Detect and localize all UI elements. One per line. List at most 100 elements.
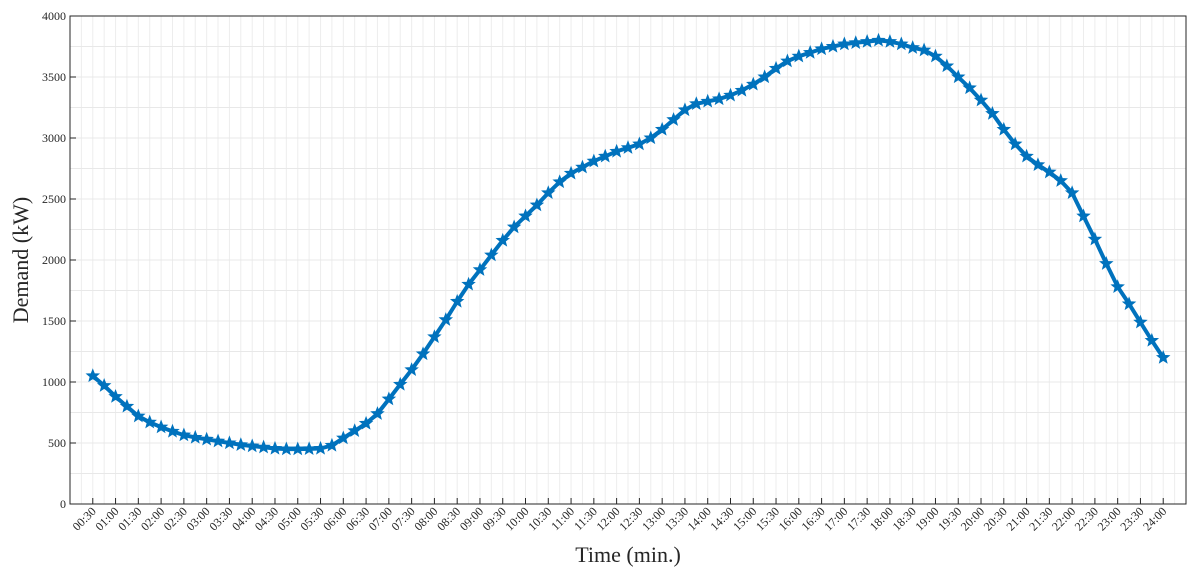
- x-tick-label: 00:30: [70, 504, 99, 533]
- x-tick-label: 22:30: [1072, 504, 1101, 533]
- x-tick-label: 08:00: [411, 504, 440, 533]
- data-point-marker: [256, 439, 271, 454]
- data-point-marker: [871, 32, 886, 47]
- data-point-marker: [358, 415, 374, 430]
- y-tick-label: 2000: [42, 253, 66, 267]
- data-point-marker: [643, 130, 659, 145]
- data-point-marker: [1144, 332, 1160, 347]
- data-point-marker: [1007, 136, 1023, 151]
- x-tick-label: 07:00: [366, 504, 395, 533]
- x-tick-label: 23:30: [1117, 504, 1146, 533]
- data-point-marker: [916, 42, 932, 57]
- data-point-marker: [859, 34, 875, 48]
- y-tick-label: 1000: [42, 375, 66, 389]
- series-layer: [85, 32, 1171, 456]
- x-tick-label: 16:00: [776, 504, 805, 533]
- data-point-marker: [825, 38, 841, 53]
- x-tick-label: 12:00: [593, 504, 622, 533]
- x-tick-label: 04:00: [229, 504, 258, 533]
- data-point-marker: [905, 40, 920, 54]
- data-point-marker: [689, 96, 704, 110]
- data-point-marker: [996, 121, 1012, 136]
- x-tick-label: 24:00: [1140, 504, 1169, 533]
- data-point-marker: [654, 121, 670, 136]
- x-tick-label: 11:30: [571, 504, 600, 533]
- data-point-marker: [449, 293, 465, 308]
- y-tick-label: 3000: [42, 131, 66, 145]
- data-point-marker: [973, 92, 989, 107]
- data-point-marker: [1099, 256, 1114, 270]
- data-point-marker: [939, 58, 955, 73]
- data-point-marker: [244, 438, 260, 453]
- x-tick-label: 04:30: [252, 504, 281, 533]
- x-tick-label: 03:30: [206, 504, 235, 533]
- data-point-marker: [1064, 185, 1080, 200]
- data-point-marker: [85, 368, 101, 383]
- data-point-marker: [1087, 231, 1103, 246]
- data-point-marker: [586, 153, 602, 168]
- x-tick-label: 15:00: [730, 504, 759, 533]
- data-point-marker: [723, 87, 738, 102]
- data-point-marker: [472, 262, 488, 276]
- y-tick-label: 3500: [42, 70, 66, 84]
- data-point-marker: [677, 102, 693, 117]
- x-tick-label: 12:30: [616, 504, 645, 533]
- data-point-marker: [484, 247, 499, 262]
- y-tick-label: 0: [60, 497, 66, 511]
- data-point-marker: [131, 408, 146, 423]
- data-point-marker: [1076, 208, 1091, 223]
- x-tick-label: 08:30: [434, 504, 463, 533]
- x-tick-label: 01:30: [115, 504, 144, 533]
- data-point-marker: [1053, 173, 1068, 187]
- x-tick-label: 02:00: [138, 504, 167, 533]
- x-tick-label: 06:30: [343, 504, 372, 533]
- data-point-marker: [415, 346, 431, 361]
- data-point-marker: [1110, 279, 1125, 293]
- data-point-marker: [814, 41, 829, 56]
- data-point-marker: [882, 34, 898, 48]
- data-point-marker: [381, 391, 397, 406]
- data-point-marker: [222, 435, 237, 450]
- data-point-marker: [632, 136, 647, 151]
- x-tick-label: 03:00: [184, 504, 213, 533]
- x-tick-label: 18:30: [890, 504, 919, 533]
- x-tick-label: 05:30: [297, 504, 326, 533]
- data-point-marker: [746, 76, 761, 91]
- x-tick-label: 18:00: [867, 504, 896, 533]
- x-tick-label: 19:00: [912, 504, 941, 533]
- x-tick-label: 06:00: [320, 504, 349, 533]
- data-point-marker: [438, 312, 454, 326]
- data-point-marker: [267, 440, 283, 455]
- x-tick-label: 10:00: [502, 504, 531, 533]
- x-tick-label: 01:00: [92, 504, 121, 533]
- x-tick-label: 21:00: [1003, 504, 1032, 533]
- x-tick-label: 17:00: [821, 504, 850, 533]
- x-tick-label: 14:00: [685, 504, 714, 533]
- x-tick-label: 23:00: [1095, 504, 1124, 533]
- data-point-marker: [108, 389, 123, 403]
- data-point-marker: [575, 159, 590, 174]
- x-tick-label: 17:30: [844, 504, 873, 533]
- data-point-marker: [142, 414, 157, 429]
- data-point-marker: [119, 398, 135, 413]
- x-tick-label: 13:30: [662, 504, 691, 533]
- y-tick-label: 1500: [42, 314, 66, 328]
- data-point-marker: [370, 406, 385, 420]
- data-point-marker: [1133, 314, 1148, 329]
- data-point-marker: [518, 208, 533, 223]
- data-point-marker: [165, 423, 180, 438]
- x-tick-label: 10:30: [525, 504, 554, 533]
- data-point-marker: [404, 362, 419, 376]
- data-point-marker: [210, 433, 226, 448]
- x-tick-label: 13:00: [639, 504, 668, 533]
- grid: [70, 16, 1186, 504]
- y-tick-label: 2500: [42, 192, 66, 206]
- data-point-marker: [734, 82, 750, 97]
- data-point-marker: [1155, 349, 1171, 364]
- data-point-marker: [894, 36, 909, 51]
- data-point-marker: [461, 276, 476, 291]
- data-point-marker: [290, 441, 305, 456]
- x-tick-label: 07:30: [389, 504, 418, 533]
